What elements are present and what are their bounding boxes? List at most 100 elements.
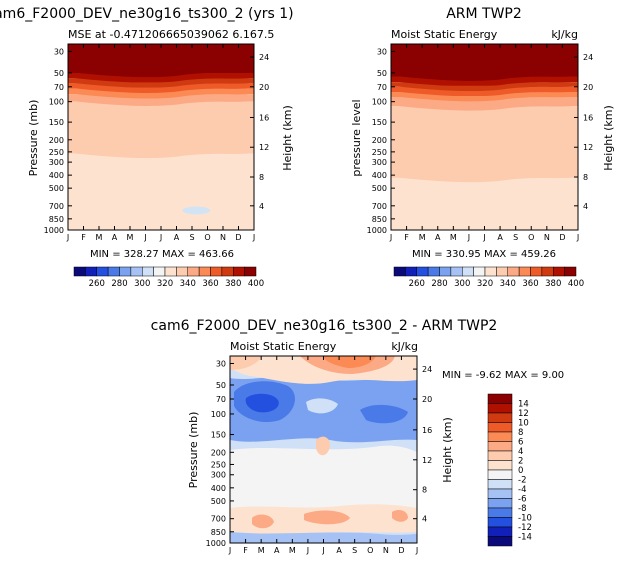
panel-diff-ylabel: Pressure (mb) bbox=[187, 412, 200, 489]
x-tick-label: F bbox=[404, 233, 409, 242]
contour-band bbox=[68, 153, 254, 230]
diff-upper-red-left bbox=[230, 356, 262, 370]
contour-band-edge bbox=[391, 85, 578, 92]
colorbar-label: 8 bbox=[518, 428, 523, 438]
contour-blob bbox=[182, 206, 211, 215]
x-tick-label: D bbox=[235, 233, 241, 242]
colorbar-swatch bbox=[487, 507, 513, 518]
x-tick-label: A bbox=[497, 233, 503, 242]
y-tick-label: 500 bbox=[372, 184, 387, 193]
contour-band-edge bbox=[68, 82, 254, 88]
x-tick-label: S bbox=[352, 546, 357, 555]
colorbar-swatch bbox=[487, 412, 513, 423]
y-tick-label: 200 bbox=[49, 136, 64, 145]
colorbar-label: 320 bbox=[477, 279, 493, 289]
colorbar-swatch bbox=[487, 422, 513, 433]
colorbar-label: 14 bbox=[518, 400, 529, 410]
diff-lower-red-mid bbox=[304, 510, 350, 525]
height-tick-label: 16 bbox=[259, 113, 269, 122]
y-tick-label: 700 bbox=[211, 515, 226, 524]
colorbar-swatch bbox=[416, 266, 429, 277]
contour-band-edge bbox=[391, 105, 578, 111]
colorbar-swatch bbox=[119, 266, 132, 277]
colorbar-swatch bbox=[233, 266, 245, 277]
colorbar-label: 260 bbox=[89, 279, 105, 289]
contour-band-edge bbox=[68, 87, 254, 93]
colorbar-model: 260 280 300 320 340 360 380 400 bbox=[73, 266, 264, 289]
height-tick-label: 12 bbox=[583, 143, 593, 152]
height-tick-label: 16 bbox=[583, 113, 593, 122]
colorbar-swatch bbox=[142, 266, 154, 277]
y-tick-label: 100 bbox=[372, 98, 387, 107]
x-tick-label: A bbox=[112, 233, 118, 242]
x-tick-label: O bbox=[367, 546, 373, 555]
diff-upper-red-core bbox=[322, 356, 376, 368]
colorbar-swatch bbox=[427, 266, 440, 277]
y-tick-label: 300 bbox=[372, 158, 387, 167]
x-tick-label: J bbox=[252, 233, 255, 242]
y-tick-label: 150 bbox=[372, 118, 387, 127]
colorbar-label: 300 bbox=[454, 279, 470, 289]
x-tick-label: J bbox=[306, 546, 309, 555]
colorbar-swatch bbox=[73, 266, 86, 277]
colorbar-label: 260 bbox=[409, 279, 425, 289]
colorbar-obs: 260 280 300 320 340 360 380 400 bbox=[393, 266, 584, 289]
contour-band-edge bbox=[68, 152, 254, 159]
panel-diff-ylabel-right: Height (km) bbox=[441, 417, 454, 483]
contour-band-edge bbox=[391, 96, 578, 102]
panel-obs-subtitle-left: Moist Static Energy bbox=[391, 28, 498, 41]
contour-band bbox=[391, 44, 578, 82]
colorbar-label: -6 bbox=[518, 495, 526, 505]
colorbar-label: 340 bbox=[180, 279, 196, 289]
y-tick-label: 200 bbox=[372, 136, 387, 145]
colorbar-swatch bbox=[473, 266, 486, 277]
x-tick-label: A bbox=[174, 233, 180, 242]
height-tick-label: 16 bbox=[422, 426, 432, 435]
y-tick-label: 500 bbox=[211, 497, 226, 506]
x-tick-label: M bbox=[96, 233, 103, 242]
colorbar-swatch bbox=[462, 266, 474, 277]
colorbar-swatch bbox=[487, 498, 513, 509]
colorbar-swatch bbox=[244, 266, 257, 277]
y-tick-label: 70 bbox=[216, 395, 226, 404]
x-tick-label: S bbox=[513, 233, 518, 242]
y-tick-label: 70 bbox=[377, 83, 387, 92]
colorbar-swatch bbox=[164, 266, 177, 277]
y-tick-label: 700 bbox=[372, 202, 387, 211]
contour-band bbox=[391, 177, 578, 230]
x-tick-label: D bbox=[559, 233, 565, 242]
height-tick-label: 24 bbox=[259, 53, 269, 62]
x-tick-label: M bbox=[419, 233, 426, 242]
y-tick-label: 1000 bbox=[367, 226, 387, 235]
colorbar-label: 280 bbox=[431, 279, 447, 289]
panel-diff-plot bbox=[230, 356, 417, 543]
y-tick-label: 150 bbox=[49, 118, 64, 127]
colorbar-swatch bbox=[484, 266, 497, 277]
y-tick-label: 400 bbox=[211, 484, 226, 493]
contour-band-edge bbox=[68, 93, 254, 99]
height-tick-label: 4 bbox=[583, 202, 588, 211]
colorbar-label: 300 bbox=[134, 279, 150, 289]
x-tick-label: D bbox=[398, 546, 404, 555]
colorbar-label: 380 bbox=[225, 279, 241, 289]
panel-diff-title: cam6_F2000_DEV_ne30g16_ts300_2 - ARM TWP… bbox=[151, 318, 498, 334]
contour-band-edge bbox=[68, 77, 254, 83]
diff-blue-right bbox=[360, 404, 408, 424]
y-tick-label: 850 bbox=[372, 215, 387, 224]
x-tick-label: J bbox=[467, 233, 470, 242]
colorbar-swatch bbox=[530, 266, 543, 277]
y-tick-label: 50 bbox=[54, 69, 64, 78]
panel-obs-stats: MIN = 330.95 MAX = 459.26 bbox=[412, 249, 556, 260]
y-tick-label: 400 bbox=[372, 171, 387, 180]
colorbar-swatch bbox=[130, 266, 143, 277]
panel-obs-subtitle-right: kJ/kg bbox=[551, 28, 578, 41]
colorbar-label: 380 bbox=[545, 279, 561, 289]
colorbar-swatch bbox=[564, 266, 577, 277]
colorbar-label: 0 bbox=[518, 466, 523, 476]
y-tick-label: 300 bbox=[211, 471, 226, 480]
colorbar-swatch bbox=[487, 488, 513, 499]
y-tick-label: 200 bbox=[211, 448, 226, 457]
panel-obs-ylabel: pressure level bbox=[350, 99, 363, 176]
x-tick-label: J bbox=[66, 233, 69, 242]
panel-model-plot bbox=[68, 44, 254, 230]
